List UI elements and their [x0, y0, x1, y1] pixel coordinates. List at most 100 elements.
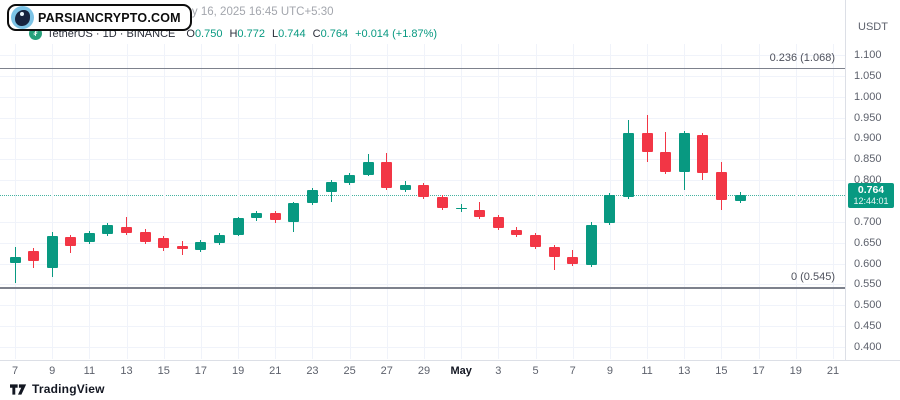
time-axis-label: 5 [532, 365, 539, 377]
fib-level-line [0, 68, 845, 70]
candle [381, 161, 393, 189]
candle [455, 207, 467, 210]
parsiancrypto-logo: PARSIANCRYPTO.COM [7, 4, 192, 31]
candle [530, 234, 542, 247]
gridline-horizontal [0, 326, 845, 328]
change-value: +0.014 (+1.87%) [355, 27, 438, 40]
fib-level-line [0, 286, 845, 289]
low-label: L [271, 27, 279, 40]
time-axis[interactable]: 7 9 11 13 15 17 19 21 23 25 27 29 May 3 5 7 9 11 13 15 17 19 2… [0, 360, 900, 378]
candle [9, 256, 21, 264]
price-axis[interactable]: USDT 0.764 12:44:01 1.100 1.050 1.000 0.950… [845, 0, 900, 378]
gridline-horizontal [0, 159, 845, 161]
candle [288, 203, 300, 222]
candle [622, 133, 634, 197]
time-axis-label: 3 [495, 365, 502, 377]
gridline-vertical [275, 44, 277, 359]
candle [678, 133, 690, 172]
price-axis-label: 0.950 [854, 111, 882, 124]
candle [604, 195, 616, 224]
candle [83, 233, 95, 242]
time-axis-label: 23 [306, 365, 319, 377]
plot-area[interactable]: 0.236 (1.068) 0 (0.545) [0, 0, 845, 360]
tradingview-logo[interactable]: TradingView [10, 382, 105, 396]
open-value: 0.750 [194, 27, 223, 40]
price-axis-label: 0.400 [854, 341, 882, 353]
candle [585, 224, 597, 265]
gridline-vertical [238, 44, 240, 359]
gridline-horizontal [0, 221, 845, 223]
time-axis-label: 17 [752, 365, 765, 377]
gridline-vertical [163, 44, 165, 359]
candle [548, 246, 560, 257]
candle [418, 184, 430, 197]
gridline-vertical [423, 44, 425, 359]
price-axis-label: 0.550 [854, 278, 882, 291]
candle [567, 256, 579, 264]
candle [176, 246, 188, 250]
candle [660, 151, 672, 172]
price-axis-label: 0.650 [854, 236, 882, 249]
time-axis-label: 17 [194, 365, 208, 377]
gridline-vertical [461, 44, 463, 359]
time-axis-label: 29 [417, 365, 431, 377]
gridline-horizontal [0, 242, 845, 244]
time-axis-label: 19 [231, 365, 245, 377]
candle [306, 189, 318, 204]
tradingview-logo-text: TradingView [32, 382, 105, 396]
high-label: H [229, 27, 238, 40]
candle [325, 181, 337, 192]
gridline-horizontal [0, 117, 845, 119]
candle [46, 236, 58, 269]
gridline-vertical [795, 44, 797, 359]
fib-level-label: 0 (0.545) [790, 270, 835, 283]
price-axis-label: 0.900 [854, 132, 882, 145]
gridline-horizontal [0, 305, 845, 307]
last-price-value: 0.764 [857, 184, 885, 196]
ohlc-values: O0.750 H0.772 L0.744 C0.764 [186, 28, 348, 40]
gridline-horizontal [0, 180, 845, 182]
time-axis-label: 15 [157, 365, 170, 377]
candle [158, 238, 170, 249]
time-axis-label: 9 [606, 365, 613, 377]
gridline-vertical [684, 44, 686, 359]
time-axis-label: 15 [715, 365, 728, 377]
axis-currency-label: USDT [858, 21, 888, 33]
candle [437, 196, 449, 209]
low-value: 0.744 [278, 27, 306, 40]
open-label: O [186, 27, 195, 40]
candle [734, 195, 746, 201]
close-value: 0.764 [320, 27, 349, 40]
time-axis-label: 7 [569, 365, 576, 377]
price-axis-label: 0.600 [854, 257, 882, 270]
close-label: C [312, 27, 321, 40]
candle [715, 171, 727, 201]
candle [195, 241, 207, 250]
time-axis-label: 27 [380, 365, 393, 377]
gridline-horizontal [0, 138, 845, 140]
gridline-vertical [721, 44, 723, 359]
time-axis-label: 11 [83, 365, 96, 377]
gridline-horizontal [0, 284, 845, 286]
candle [641, 133, 653, 152]
footer-bar: TradingView [0, 378, 900, 400]
price-axis-label: 0.850 [854, 153, 882, 166]
candle [399, 184, 411, 190]
gridline-vertical [386, 44, 388, 359]
time-axis-label: 13 [678, 365, 691, 377]
gridline-horizontal [0, 75, 845, 77]
parsiancrypto-bird-icon [11, 6, 34, 29]
price-axis-label: 0.500 [854, 299, 882, 312]
candle [474, 209, 486, 217]
candle-wick [126, 216, 128, 236]
price-axis-label: 0.450 [854, 320, 882, 333]
time-axis-label: 11 [641, 365, 653, 377]
candle [65, 236, 77, 247]
gridline-vertical [15, 44, 16, 359]
parsiancrypto-logo-text: PARSIANCRYPTO.COM [38, 10, 181, 25]
candle [697, 135, 709, 174]
gridline-vertical [647, 44, 649, 359]
price-axis-label: 1.100 [854, 49, 882, 61]
price-axis-label: 0.700 [854, 215, 882, 228]
candle [251, 213, 263, 219]
